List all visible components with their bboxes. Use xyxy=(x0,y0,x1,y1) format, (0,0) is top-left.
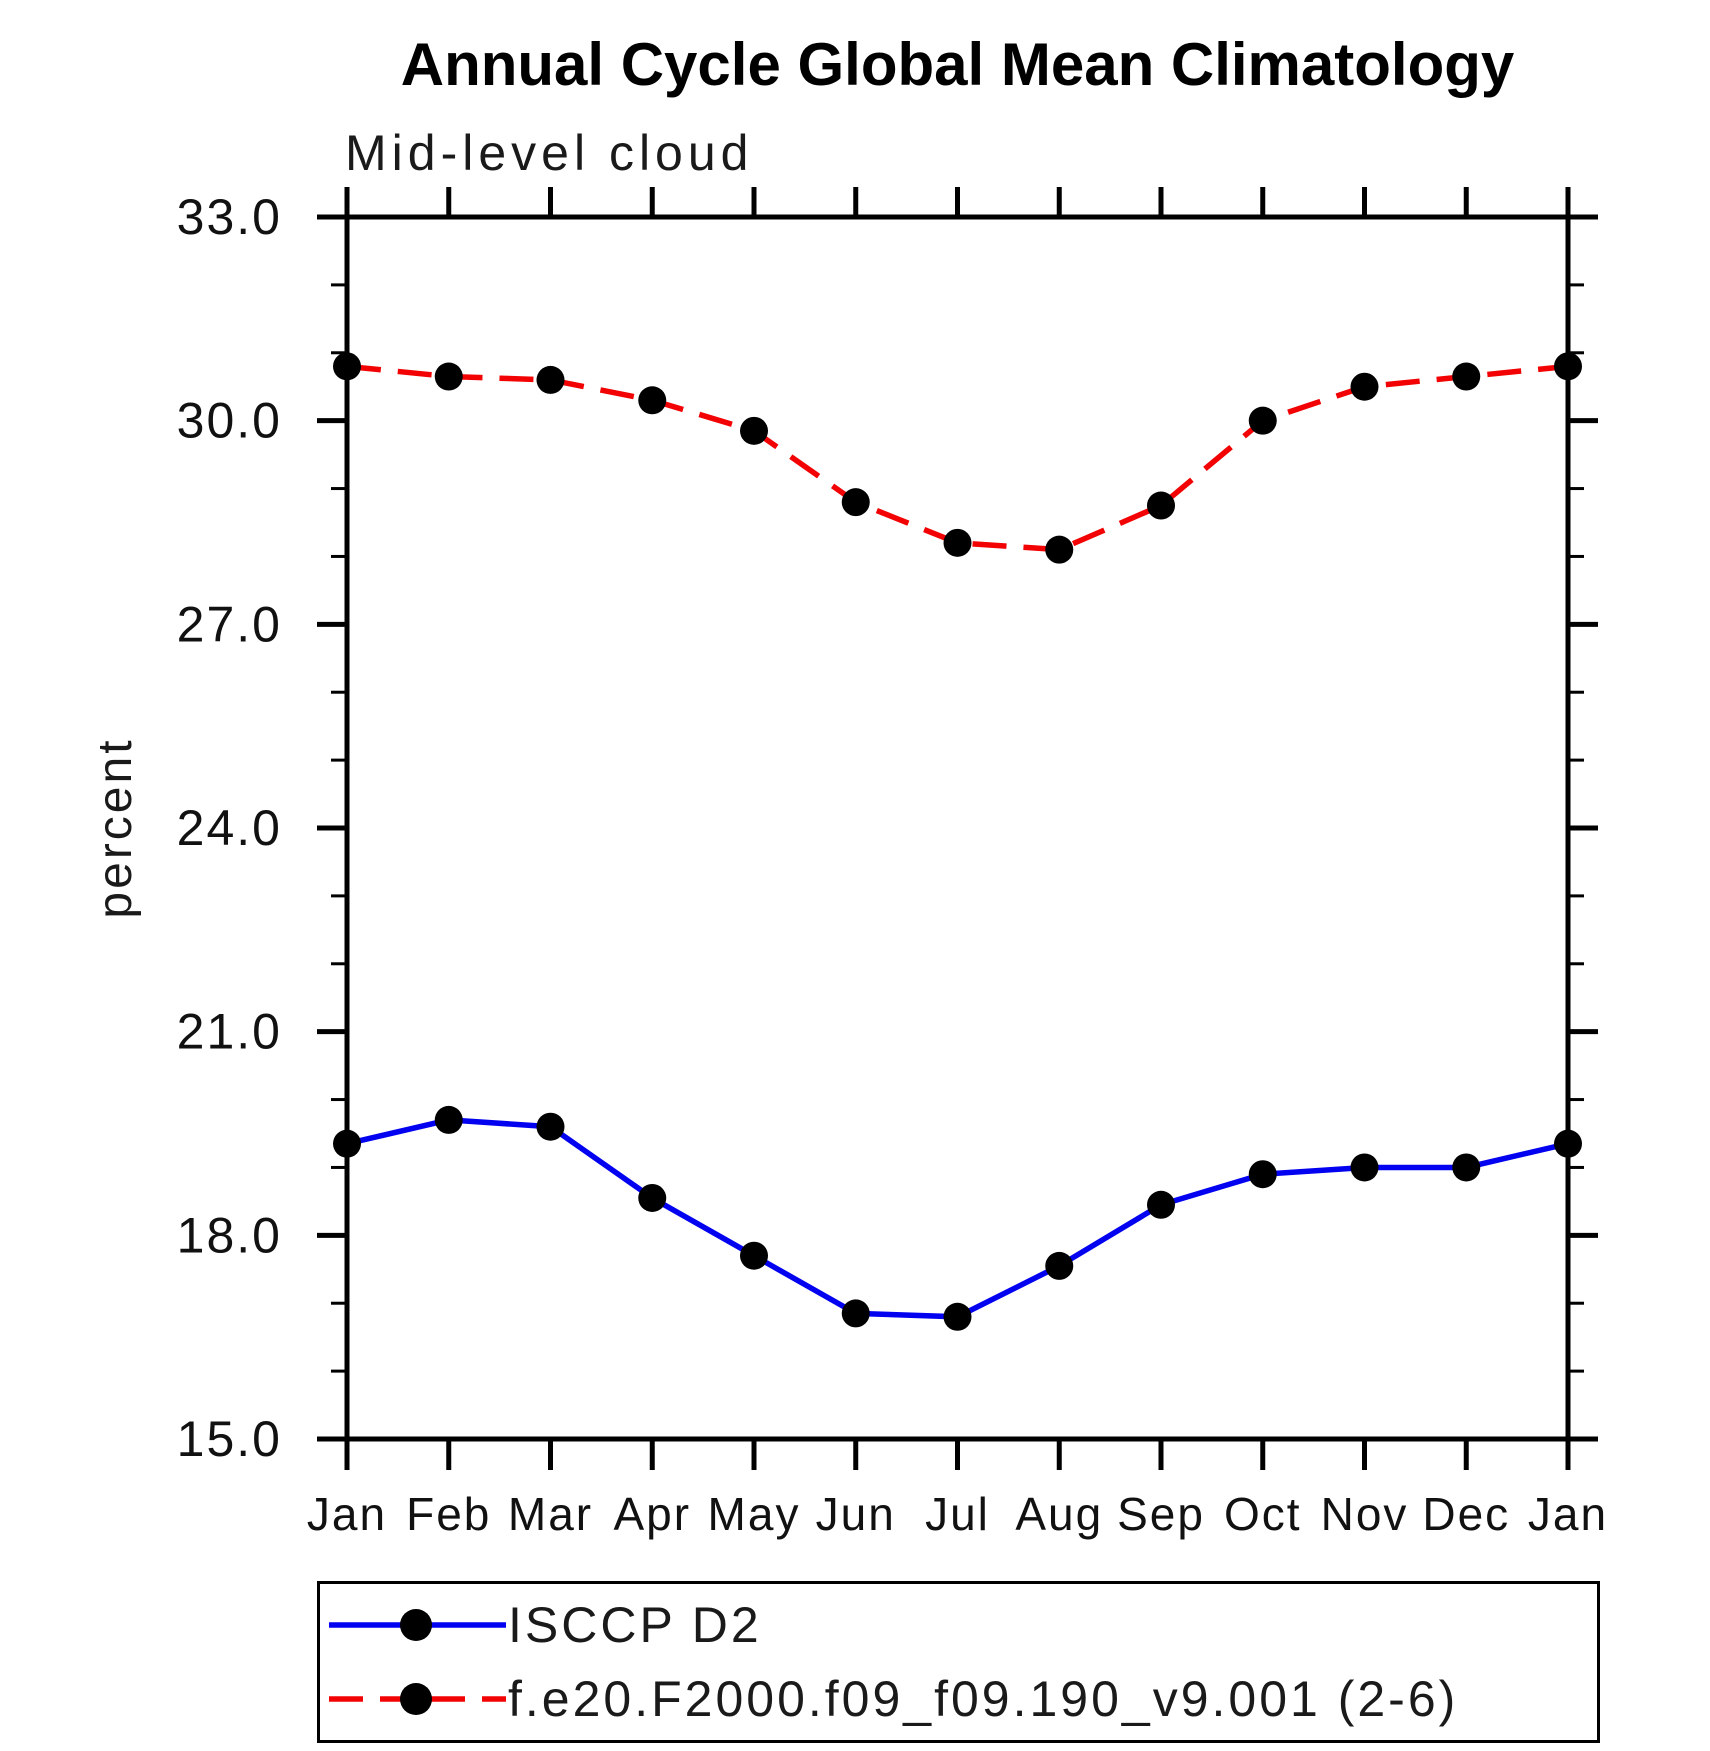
data-point xyxy=(1248,406,1277,435)
data-point xyxy=(943,1302,972,1331)
data-point xyxy=(434,362,463,391)
y-tick-label: 18.0 xyxy=(177,1207,282,1263)
data-point xyxy=(536,1112,565,1141)
data-point xyxy=(333,1129,361,1158)
data-point xyxy=(1248,1160,1277,1189)
data-point xyxy=(841,488,870,517)
data-point xyxy=(841,1299,870,1328)
series-line-isccp-d2 xyxy=(346,1117,1569,1320)
legend-label-isccp-d2: ISCCP D2 xyxy=(508,1597,762,1653)
y-tick-label: 30.0 xyxy=(177,393,282,449)
data-point xyxy=(1045,1251,1074,1280)
data-point xyxy=(1147,1190,1175,1219)
legend-marker-dot xyxy=(400,1683,432,1715)
series-line-f-e20-f2000-f09-f09-190- xyxy=(346,363,1569,553)
x-tick-label: Jan xyxy=(307,1488,387,1540)
chart-subtitle: Mid-level cloud xyxy=(345,125,754,181)
x-tick-label: Jan xyxy=(1528,1488,1608,1540)
legend-label-model-run: f.e20.F2000.f09_f09.190_v9.001 (2-6) xyxy=(508,1671,1459,1727)
y-tick-label: 24.0 xyxy=(177,800,282,856)
data-point xyxy=(1350,372,1379,401)
x-tick-label: Mar xyxy=(508,1488,593,1540)
legend-box: ISCCP D2 f.e20.F2000.f09_f09.190_v9.001 … xyxy=(317,1581,1600,1743)
x-tick-label: Jun xyxy=(816,1488,896,1540)
data-point xyxy=(943,528,972,557)
x-tick-label: Sep xyxy=(1117,1488,1205,1540)
data-point xyxy=(638,1183,667,1212)
y-tick-label: 33.0 xyxy=(177,189,282,245)
data-point xyxy=(1452,1153,1481,1182)
y-tick-label: 15.0 xyxy=(177,1411,282,1467)
data-point xyxy=(1147,491,1175,520)
x-tick-label: May xyxy=(708,1488,801,1540)
legend-marker-dot xyxy=(400,1609,432,1641)
data-point xyxy=(434,1105,463,1134)
legend-item-isccp-d2: ISCCP D2 xyxy=(326,1588,762,1662)
data-point xyxy=(1554,1129,1582,1158)
x-tick-label: Aug xyxy=(1015,1488,1103,1540)
axis-frame xyxy=(344,214,1571,1442)
data-point xyxy=(333,352,361,381)
data-point xyxy=(638,386,667,415)
data-point xyxy=(1045,535,1074,564)
x-tick-label: Jul xyxy=(925,1488,990,1540)
x-tick-label: Apr xyxy=(613,1488,691,1540)
x-tick-label: Nov xyxy=(1321,1488,1409,1540)
y-tick-label: 21.0 xyxy=(177,1004,282,1060)
data-point xyxy=(1554,352,1582,381)
legend-sample-dashed-line xyxy=(329,1683,506,1715)
data-point xyxy=(740,416,768,445)
x-tick-label: Dec xyxy=(1422,1488,1510,1540)
y-tick-label: 27.0 xyxy=(177,596,282,652)
x-tick-label: Oct xyxy=(1224,1488,1302,1540)
legend-item-model-run: f.e20.F2000.f09_f09.190_v9.001 (2-6) xyxy=(326,1662,1458,1736)
legend-sample-solid-line xyxy=(329,1609,506,1641)
data-point xyxy=(536,365,565,394)
data-point xyxy=(740,1241,768,1270)
data-point xyxy=(1350,1153,1379,1182)
chart-title: Annual Cycle Global Mean Climatology xyxy=(400,31,1515,98)
data-point xyxy=(1452,362,1481,391)
x-tick-label: Feb xyxy=(406,1488,491,1540)
